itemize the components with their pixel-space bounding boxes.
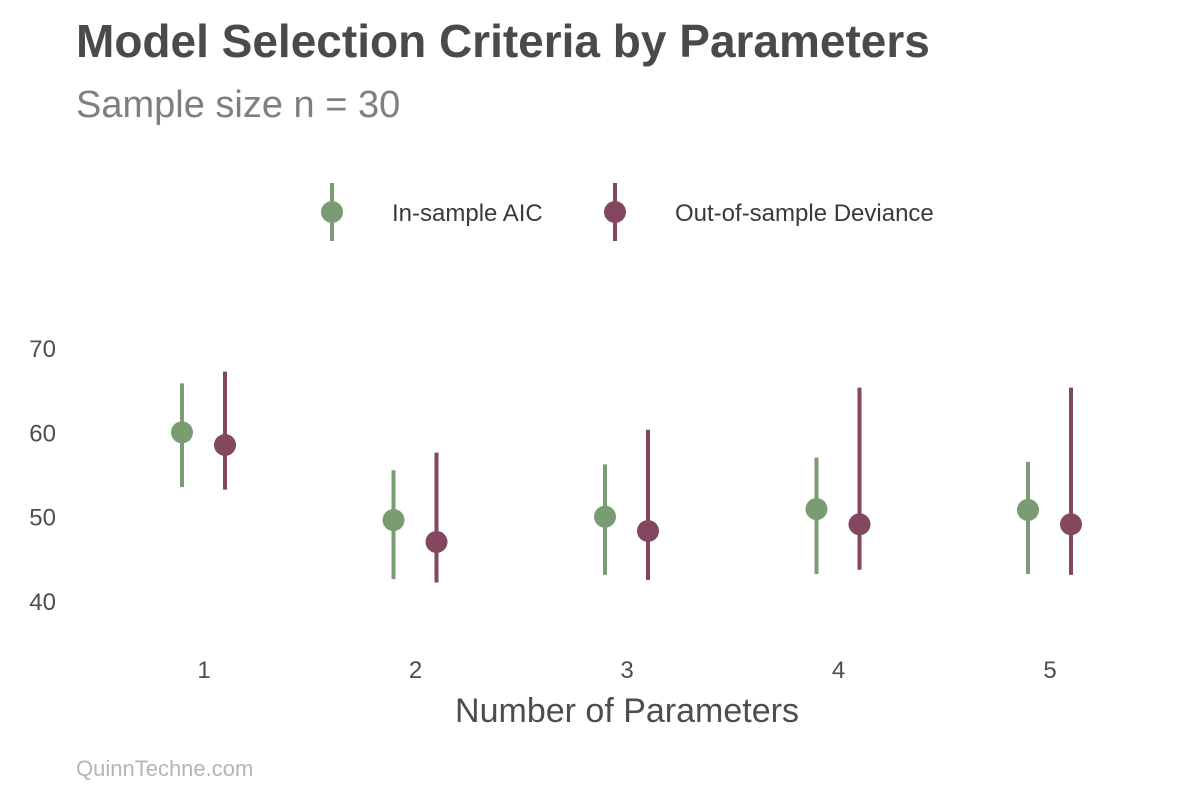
- y-axis: 40 50 60 70: [29, 336, 56, 616]
- deviance-point: [1060, 513, 1082, 536]
- aic-point: [382, 509, 405, 532]
- deviance-point: [637, 520, 659, 543]
- chart-subtitle: Sample size n = 30: [76, 84, 401, 126]
- deviance-point: [848, 513, 871, 536]
- x-axis-title: Number of Parameters: [455, 692, 799, 730]
- legend-deviance-dot: [604, 201, 626, 223]
- deviance-point: [214, 433, 236, 456]
- plot-marks: [171, 371, 1082, 583]
- aic-point: [805, 498, 828, 521]
- y-tick-label: 50: [29, 505, 56, 532]
- y-tick-label: 60: [29, 420, 56, 447]
- x-tick-label: 1: [197, 657, 210, 684]
- y-tick-label: 40: [29, 589, 56, 616]
- legend-item-aic: In-sample AIC: [321, 183, 543, 241]
- aic-point: [594, 505, 616, 528]
- x-tick-label: 3: [620, 657, 633, 684]
- legend: In-sample AIC Out-of-sample Deviance: [321, 183, 934, 241]
- legend-deviance-label: Out-of-sample Deviance: [675, 200, 934, 227]
- x-axis: 1 2 3 4 5: [197, 657, 1056, 684]
- legend-item-deviance: Out-of-sample Deviance: [604, 183, 934, 241]
- chart-title: Model Selection Criteria by Parameters: [76, 15, 930, 67]
- legend-aic-dot: [321, 201, 343, 223]
- deviance-point: [425, 530, 448, 553]
- x-tick-label: 5: [1043, 657, 1056, 684]
- y-tick-label: 70: [29, 336, 56, 363]
- aic-point: [1017, 498, 1039, 521]
- x-tick-label: 2: [409, 657, 422, 684]
- site-caption: QuinnTechne.com: [76, 756, 254, 781]
- aic-point: [171, 421, 193, 444]
- x-tick-label: 4: [832, 657, 845, 684]
- legend-aic-label: In-sample AIC: [392, 200, 543, 227]
